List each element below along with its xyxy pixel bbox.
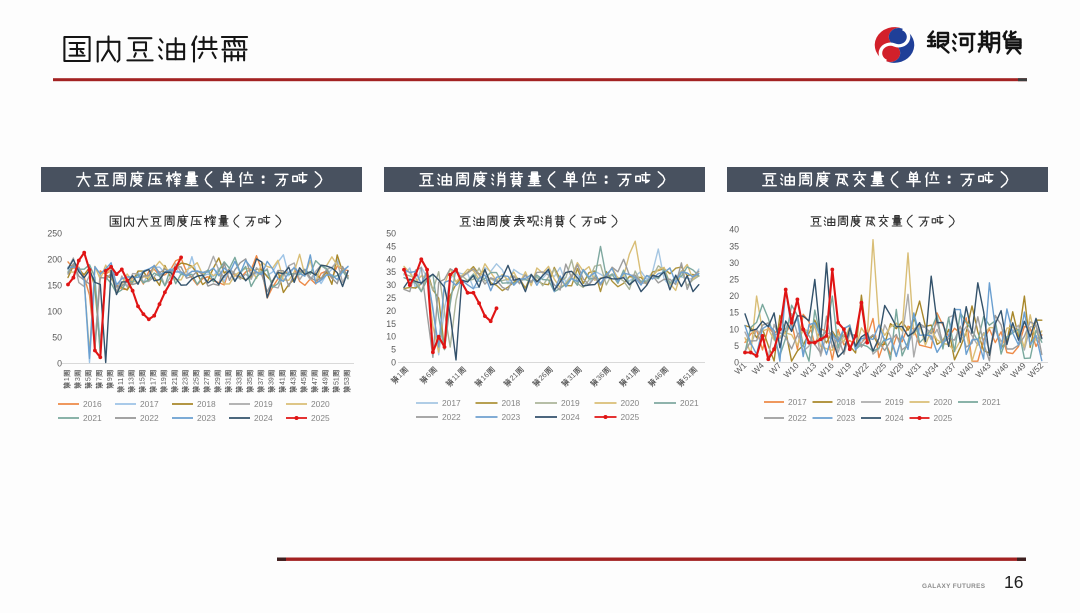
svg-text:39: 39 <box>269 377 276 385</box>
svg-text:150: 150 <box>47 281 62 291</box>
svg-text:35: 35 <box>247 377 254 385</box>
svg-text:2018: 2018 <box>197 399 216 409</box>
svg-text:49: 49 <box>323 377 330 385</box>
svg-text:25: 25 <box>729 275 739 285</box>
svg-text:100: 100 <box>47 307 62 317</box>
svg-text:7: 7 <box>96 377 103 381</box>
svg-text:30: 30 <box>729 258 739 268</box>
svg-text:29: 29 <box>215 377 222 385</box>
svg-text:13: 13 <box>129 377 136 385</box>
svg-text:30: 30 <box>386 280 396 290</box>
svg-text:53: 53 <box>344 377 351 385</box>
svg-text:31: 31 <box>226 377 233 385</box>
svg-text:2023: 2023 <box>837 413 856 423</box>
svg-text:11: 11 <box>118 378 125 385</box>
svg-text:2023: 2023 <box>197 413 216 423</box>
svg-text:2019: 2019 <box>561 398 580 408</box>
svg-text:19: 19 <box>161 377 168 385</box>
svg-text:2020: 2020 <box>621 398 640 408</box>
svg-text:2022: 2022 <box>788 413 807 423</box>
svg-text:10: 10 <box>386 332 396 342</box>
svg-text:2020: 2020 <box>934 397 953 407</box>
svg-text:43: 43 <box>290 377 297 385</box>
svg-text:2022: 2022 <box>442 412 461 422</box>
svg-text:9: 9 <box>107 377 114 381</box>
svg-text:5: 5 <box>734 341 739 351</box>
svg-text:2021: 2021 <box>83 413 102 423</box>
svg-text:2024: 2024 <box>561 412 580 422</box>
svg-text:50: 50 <box>52 333 62 343</box>
svg-text:25: 25 <box>193 377 200 385</box>
svg-text:2017: 2017 <box>140 399 159 409</box>
svg-text:GALAXY FUTURES: GALAXY FUTURES <box>922 583 986 590</box>
svg-text:2023: 2023 <box>502 412 521 422</box>
svg-text:3: 3 <box>75 377 82 381</box>
svg-text:40: 40 <box>729 225 739 235</box>
svg-text:6: 6 <box>424 370 433 379</box>
svg-text:2021: 2021 <box>982 397 1001 407</box>
svg-text:2024: 2024 <box>254 413 273 423</box>
svg-text:2016: 2016 <box>83 399 102 409</box>
svg-text:0: 0 <box>57 359 62 369</box>
svg-text:15: 15 <box>729 308 739 318</box>
svg-text:25: 25 <box>386 293 396 303</box>
svg-text:2019: 2019 <box>885 397 904 407</box>
svg-text:10: 10 <box>729 324 739 334</box>
svg-text:41: 41 <box>280 377 287 385</box>
svg-text:2021: 2021 <box>680 398 699 408</box>
svg-text:20: 20 <box>729 291 739 301</box>
svg-text:2025: 2025 <box>934 413 953 423</box>
svg-text:51: 51 <box>333 377 340 385</box>
svg-text:2019: 2019 <box>254 399 273 409</box>
svg-text:50: 50 <box>386 229 396 239</box>
svg-text:2018: 2018 <box>502 398 521 408</box>
svg-text:40: 40 <box>386 254 396 264</box>
svg-text:17: 17 <box>150 377 157 385</box>
svg-text:2017: 2017 <box>442 398 461 408</box>
svg-text:2022: 2022 <box>140 413 159 423</box>
svg-text:35: 35 <box>729 241 739 251</box>
svg-text:16: 16 <box>1004 572 1023 592</box>
svg-text:200: 200 <box>47 255 62 265</box>
svg-text:33: 33 <box>236 377 243 385</box>
svg-text:11: 11 <box>450 371 462 383</box>
svg-text:2018: 2018 <box>837 397 856 407</box>
svg-text:27: 27 <box>204 377 211 385</box>
svg-text:1: 1 <box>395 370 404 379</box>
svg-text:250: 250 <box>47 229 62 239</box>
svg-text:2025: 2025 <box>621 412 640 422</box>
svg-text:0: 0 <box>734 358 739 368</box>
svg-text:20: 20 <box>386 306 396 316</box>
svg-text:23: 23 <box>183 377 190 385</box>
svg-text:45: 45 <box>301 377 308 385</box>
svg-text:5: 5 <box>86 377 93 381</box>
svg-text:2017: 2017 <box>788 397 807 407</box>
svg-text:37: 37 <box>258 377 265 385</box>
svg-text:2024: 2024 <box>885 413 904 423</box>
svg-text:2020: 2020 <box>311 399 330 409</box>
svg-text:21: 21 <box>172 377 179 385</box>
svg-text:45: 45 <box>386 241 396 251</box>
svg-text:35: 35 <box>386 267 396 277</box>
svg-text:0: 0 <box>391 358 396 368</box>
svg-text:2025: 2025 <box>311 413 330 423</box>
svg-text:15: 15 <box>140 377 147 385</box>
svg-text:5: 5 <box>391 345 396 355</box>
svg-text:47: 47 <box>312 377 319 385</box>
svg-text:1: 1 <box>64 377 71 381</box>
svg-text:15: 15 <box>386 319 396 329</box>
